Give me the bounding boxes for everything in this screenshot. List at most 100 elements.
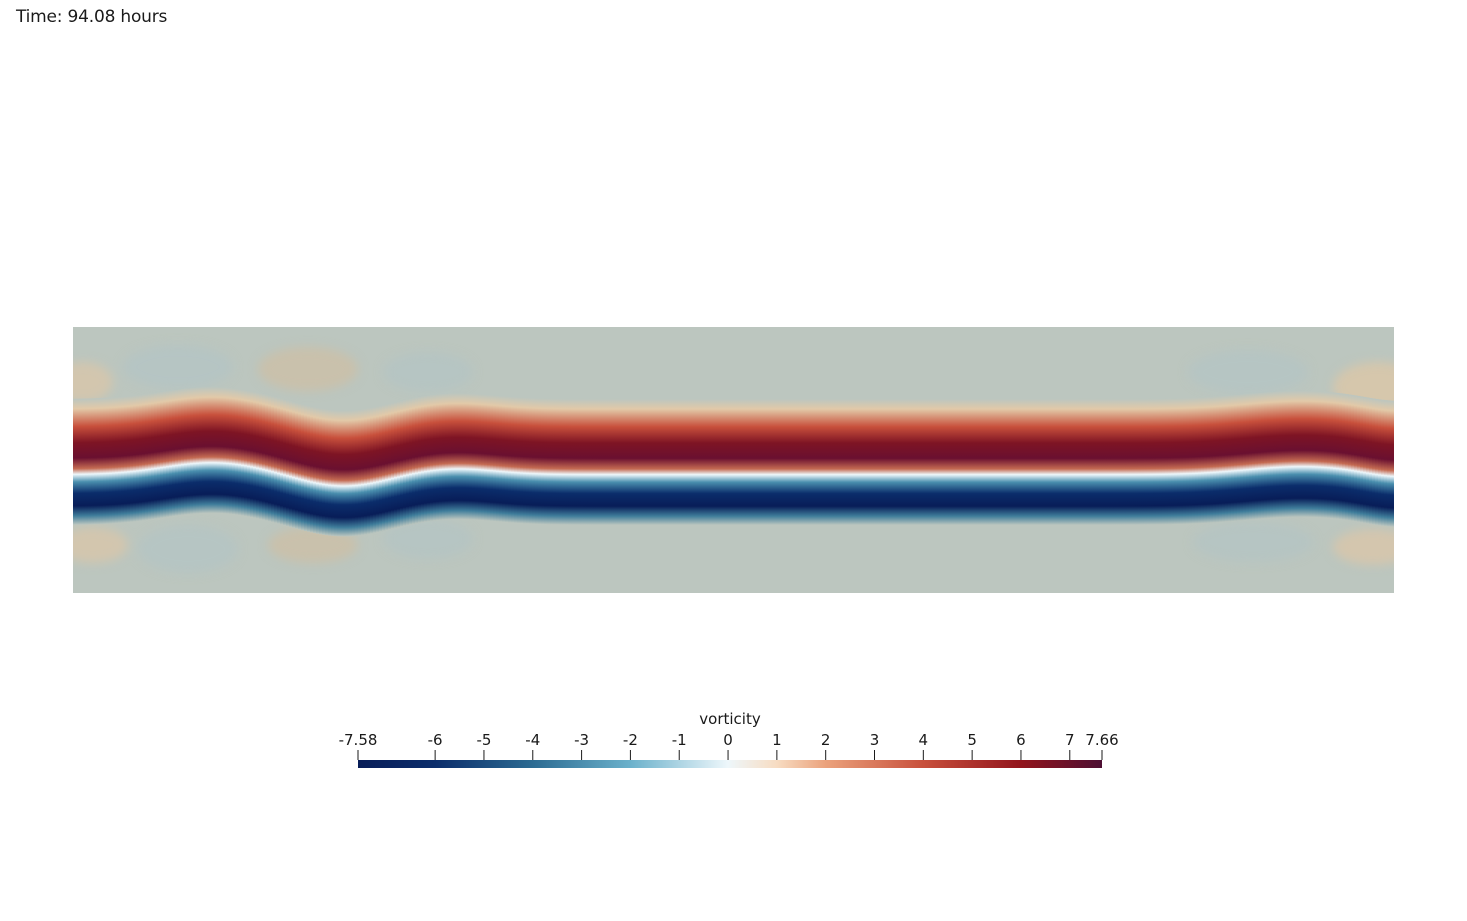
jet-slice: [304, 405, 308, 532]
jet-slice: [109, 397, 113, 524]
jet-slice: [379, 405, 383, 532]
jet-slice: [97, 398, 101, 525]
jet-slice: [763, 399, 767, 525]
jet-slice: [991, 399, 995, 525]
jet-slice: [859, 399, 863, 525]
jet-slice: [460, 393, 464, 520]
jet-slice: [787, 399, 791, 525]
jet-slice: [1189, 397, 1193, 524]
jet-slice: [1150, 398, 1154, 525]
jet-slice: [421, 396, 425, 523]
jet-slice: [1186, 398, 1190, 525]
jet-slice: [403, 400, 407, 527]
jet-slice: [502, 396, 506, 523]
jet-slice: [1123, 398, 1127, 525]
jet-slice: [832, 399, 836, 525]
jet-slice: [298, 403, 302, 530]
jet-slice: [643, 398, 647, 525]
jet-slice: [1051, 398, 1055, 525]
jet-slice: [172, 390, 176, 517]
jet-slice: [919, 399, 923, 525]
jet-slice: [367, 408, 371, 535]
jet-slice: [526, 397, 530, 524]
jet-slice: [715, 399, 719, 525]
jet-slice: [472, 393, 476, 520]
jet-slice: [844, 399, 848, 525]
jet-slice: [358, 409, 362, 536]
jet-slice: [856, 399, 860, 525]
jet-slice: [142, 394, 146, 521]
jet-slice: [679, 399, 683, 525]
colorbar-tick-label: 5: [967, 731, 977, 749]
jet-slice: [1117, 398, 1121, 525]
jet-slice: [979, 399, 983, 525]
jet-slice: [1165, 398, 1169, 525]
jet-slice: [307, 405, 311, 532]
jet-slice: [706, 399, 710, 525]
jet-slice: [376, 406, 380, 533]
jet-slice: [1312, 391, 1316, 518]
jet-slice: [1303, 391, 1307, 518]
jet-slice: [1378, 399, 1382, 526]
jet-slice: [1252, 393, 1256, 520]
jet-slice: [1255, 393, 1259, 520]
jet-slice: [229, 388, 233, 515]
jet-slice: [214, 387, 218, 514]
colorbar-tick-label: 6: [1016, 731, 1026, 749]
jet-slice: [103, 397, 107, 524]
jet-slice: [1351, 394, 1355, 521]
vorticity-jet: [73, 387, 1394, 537]
jet-slice: [1393, 400, 1394, 527]
jet-slice: [145, 394, 149, 521]
jet-slice: [364, 408, 368, 535]
jet-slice: [454, 393, 458, 520]
jet-slice: [748, 399, 752, 525]
jet-slice: [571, 398, 575, 525]
jet-slice: [514, 396, 518, 523]
blob: [123, 345, 233, 389]
jet-slice: [1015, 398, 1019, 525]
jet-slice: [268, 395, 272, 522]
jet-slice: [1291, 391, 1295, 518]
jet-slice: [604, 398, 608, 525]
jet-slice: [1264, 392, 1268, 519]
jet-slice: [607, 398, 611, 525]
jet-slice: [1120, 398, 1124, 525]
jet-slice: [799, 399, 803, 525]
jet-slice: [184, 388, 188, 515]
jet-slice: [1147, 398, 1151, 525]
jet-slice: [499, 395, 503, 522]
jet-slice: [91, 398, 95, 525]
jet-slice: [1048, 398, 1052, 525]
jet-slice: [1204, 397, 1208, 524]
jet-slice: [940, 399, 944, 525]
jet-slice: [1249, 393, 1253, 520]
jet-slice: [820, 399, 824, 525]
jet-slice: [340, 410, 344, 537]
jet-slice: [1057, 398, 1061, 525]
jet-slice: [169, 390, 173, 517]
jet-slice: [325, 409, 329, 536]
jet-slice: [1285, 391, 1289, 518]
jet-slice: [1360, 396, 1364, 523]
jet-slice: [1102, 398, 1106, 525]
jet-slice: [532, 398, 536, 525]
jet-slice: [238, 389, 242, 516]
jet-slice: [649, 398, 653, 525]
jet-slice: [1003, 399, 1007, 525]
jet-slice: [826, 399, 830, 525]
jet-slice: [1045, 398, 1049, 525]
jet-slice: [187, 388, 191, 515]
jet-slice: [994, 399, 998, 525]
jet-slice: [1174, 398, 1178, 525]
jet-slice: [1342, 393, 1346, 520]
colorbar-tick-label: -6: [428, 731, 443, 749]
jet-slice: [355, 409, 359, 536]
jet-slice: [922, 399, 926, 525]
jet-slice: [235, 388, 239, 515]
jet-slice: [1054, 398, 1058, 525]
jet-slice: [178, 389, 182, 516]
jet-slice: [361, 409, 365, 536]
jet-slice: [1297, 391, 1301, 518]
jet-slice: [853, 399, 857, 525]
